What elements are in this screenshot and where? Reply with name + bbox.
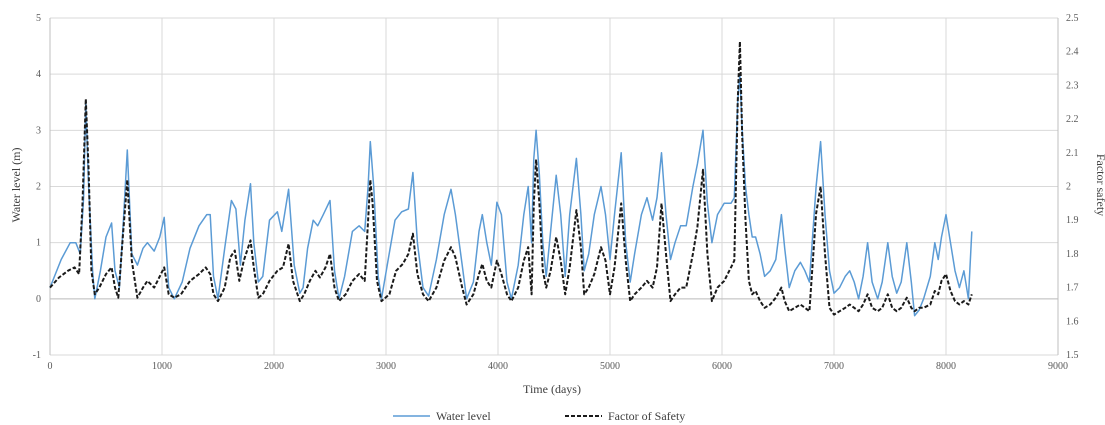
legend-label-factor-of-safety: Factor of Safety — [608, 409, 685, 423]
y-axis-title: Water level (m) — [9, 148, 23, 223]
x-tick-label: 0 — [48, 361, 53, 372]
grid-layer — [49, 17, 1059, 356]
ticks-layer: 0 1000 2000 3000 4000 5000 6000 7000 8000 9000 -1 0… — [33, 13, 1079, 372]
x-axis-title: Time (days) — [523, 382, 581, 396]
y2-tick-label: 1.7 — [1066, 283, 1079, 294]
y2-tick-label: 2.3 — [1066, 80, 1079, 91]
series-layer — [49, 40, 973, 317]
y2-tick-label: 2.4 — [1066, 47, 1079, 58]
x-tick-label: 4000 — [488, 361, 508, 372]
y2-tick-label: 1.8 — [1066, 249, 1079, 260]
y-tick-label: 1 — [36, 238, 41, 249]
y-tick-label: 0 — [36, 294, 41, 305]
y-tick-label: -1 — [33, 350, 41, 361]
x-tick-label: 3000 — [376, 361, 396, 372]
y2-tick-label: 1.9 — [1066, 215, 1079, 226]
x-tick-label: 2000 — [264, 361, 284, 372]
y-tick-label: 4 — [36, 69, 41, 80]
legend: Water level Factor of Safety — [393, 409, 685, 423]
y2-tick-label: 2.2 — [1066, 114, 1079, 125]
x-tick-label: 5000 — [600, 361, 620, 372]
y2-tick-label: 2.5 — [1066, 13, 1079, 24]
series-line-water-level — [49, 73, 973, 317]
x-tick-label: 8000 — [936, 361, 956, 372]
y-tick-label: 3 — [36, 125, 41, 136]
y2-tick-label: 2 — [1066, 182, 1071, 193]
y2-axis-title: Factor safety — [1094, 154, 1105, 216]
y-tick-label: 5 — [36, 13, 41, 24]
x-tick-label: 1000 — [152, 361, 172, 372]
y2-tick-label: 1.5 — [1066, 350, 1079, 361]
x-tick-label: 7000 — [824, 361, 844, 372]
legend-label-water-level: Water level — [436, 409, 491, 423]
y-tick-label: 2 — [36, 182, 41, 193]
x-tick-label: 9000 — [1048, 361, 1068, 372]
x-tick-label: 6000 — [712, 361, 732, 372]
y2-tick-label: 2.1 — [1066, 148, 1079, 159]
y2-tick-label: 1.6 — [1066, 316, 1079, 327]
